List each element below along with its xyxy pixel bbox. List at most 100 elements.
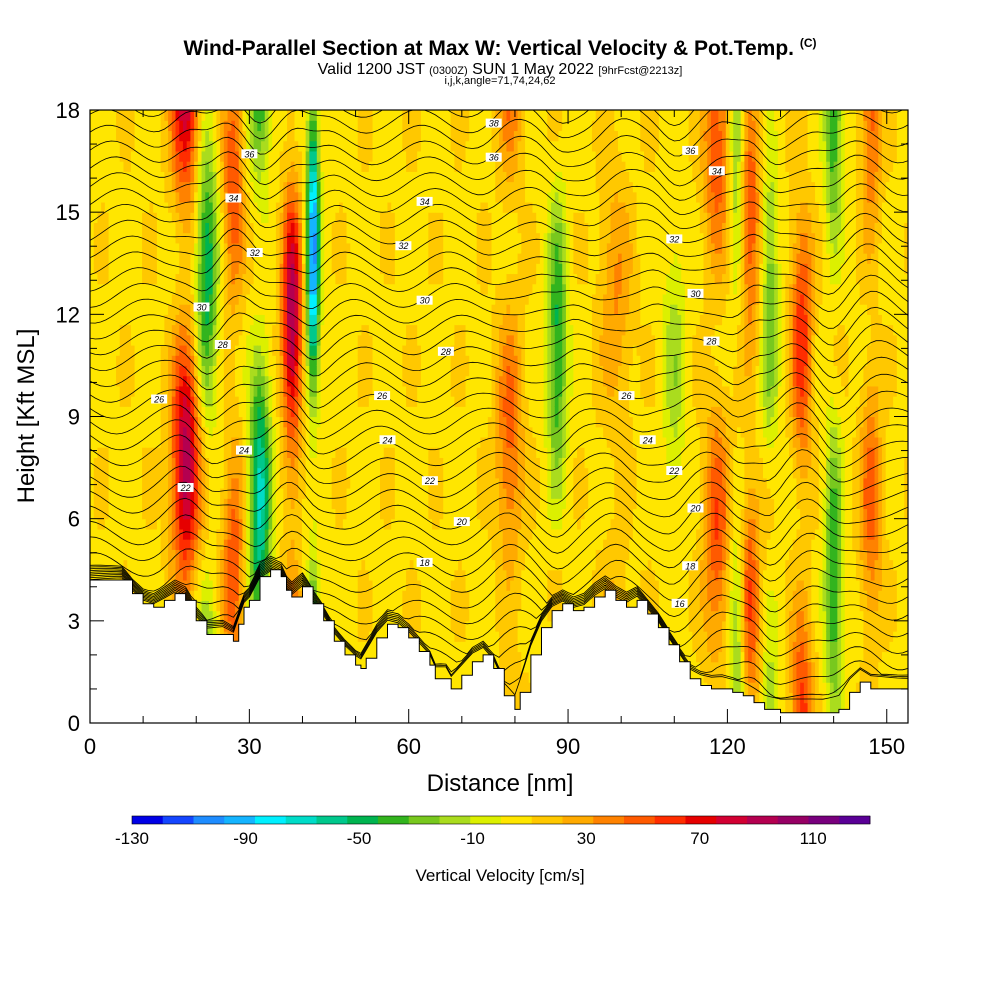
velocity-cell bbox=[249, 590, 255, 601]
velocity-cell bbox=[208, 416, 214, 428]
velocity-cell bbox=[335, 447, 340, 458]
velocity-cell bbox=[116, 508, 121, 520]
velocity-cell bbox=[156, 600, 162, 612]
velocity-cell bbox=[294, 181, 299, 193]
velocity-cell bbox=[264, 324, 270, 336]
velocity-cell bbox=[138, 161, 143, 172]
velocity-cell bbox=[93, 375, 99, 387]
velocity-cell bbox=[346, 283, 351, 295]
velocity-cell bbox=[175, 579, 180, 591]
velocity-cell bbox=[112, 488, 117, 499]
velocity-cell bbox=[261, 385, 266, 397]
velocity-cell bbox=[93, 110, 99, 121]
velocity-cell bbox=[380, 426, 385, 438]
velocity-cell bbox=[346, 549, 351, 561]
velocity-cell bbox=[186, 528, 191, 540]
velocity-cell bbox=[134, 447, 139, 458]
velocity-cell bbox=[134, 528, 139, 540]
velocity-cell bbox=[387, 355, 392, 367]
velocity-cell bbox=[101, 334, 106, 346]
velocity-cell bbox=[249, 528, 255, 540]
velocity-cell bbox=[309, 579, 314, 591]
velocity-cell bbox=[130, 212, 136, 223]
velocity-cell bbox=[249, 447, 255, 458]
velocity-cell bbox=[275, 457, 281, 469]
velocity-cell bbox=[391, 242, 396, 254]
velocity-cell bbox=[216, 396, 221, 407]
velocity-cell bbox=[324, 334, 329, 346]
velocity-cell bbox=[116, 130, 121, 142]
velocity-cell bbox=[238, 467, 244, 479]
velocity-cell bbox=[272, 447, 277, 458]
velocity-cell bbox=[182, 140, 188, 152]
velocity-cell bbox=[357, 120, 363, 132]
velocity-cell bbox=[208, 171, 214, 183]
velocity-cell bbox=[327, 488, 333, 499]
velocity-cell bbox=[153, 498, 158, 510]
velocity-cell bbox=[238, 344, 244, 356]
velocity-cell bbox=[365, 579, 370, 591]
velocity-cell bbox=[112, 222, 117, 234]
velocity-cell bbox=[290, 232, 296, 244]
velocity-cell bbox=[365, 161, 370, 172]
velocity-cell bbox=[272, 181, 277, 193]
velocity-cell bbox=[264, 334, 270, 346]
velocity-cell bbox=[101, 181, 106, 193]
velocity-cell bbox=[383, 559, 389, 571]
velocity-cell bbox=[346, 396, 351, 407]
velocity-cell bbox=[156, 518, 162, 530]
velocity-cell bbox=[108, 161, 113, 172]
velocity-cell bbox=[301, 477, 307, 489]
velocity-cell bbox=[138, 559, 143, 571]
velocity-cell bbox=[108, 212, 113, 223]
velocity-cell bbox=[235, 559, 240, 571]
velocity-cell bbox=[361, 447, 366, 458]
velocity-cell bbox=[309, 416, 314, 428]
velocity-cell bbox=[290, 590, 296, 601]
velocity-cell bbox=[272, 191, 277, 203]
velocity-cell bbox=[235, 508, 240, 520]
velocity-cell bbox=[242, 304, 247, 315]
velocity-cell bbox=[97, 508, 102, 520]
velocity-cell bbox=[309, 436, 314, 448]
velocity-cell bbox=[339, 242, 344, 254]
velocity-cell bbox=[268, 253, 273, 264]
velocity-cell bbox=[93, 273, 99, 285]
velocity-cell bbox=[145, 549, 151, 561]
velocity-cell bbox=[97, 120, 102, 132]
velocity-cell bbox=[261, 416, 266, 428]
velocity-cell bbox=[142, 232, 147, 244]
velocity-cell bbox=[305, 467, 310, 479]
velocity-cell bbox=[197, 539, 203, 550]
velocity-cell bbox=[353, 130, 359, 142]
velocity-cell bbox=[268, 283, 273, 295]
velocity-cell bbox=[223, 416, 229, 428]
velocity-cell bbox=[153, 304, 158, 315]
velocity-cell bbox=[145, 140, 151, 152]
velocity-cell bbox=[279, 201, 284, 213]
velocity-cell bbox=[290, 201, 296, 213]
velocity-cell bbox=[387, 539, 392, 550]
velocity-cell bbox=[134, 212, 139, 223]
velocity-cell bbox=[316, 130, 322, 142]
velocity-cell bbox=[223, 120, 229, 132]
velocity-cell bbox=[346, 488, 351, 499]
velocity-cell bbox=[142, 467, 147, 479]
velocity-cell bbox=[116, 171, 121, 183]
velocity-cell bbox=[316, 569, 322, 581]
velocity-cell bbox=[223, 293, 229, 305]
velocity-cell bbox=[283, 283, 288, 295]
velocity-cell bbox=[387, 447, 392, 458]
velocity-cell bbox=[190, 110, 195, 121]
velocity-cell bbox=[279, 385, 284, 397]
velocity-cell bbox=[138, 365, 143, 377]
velocity-cell bbox=[171, 110, 177, 121]
velocity-cell bbox=[90, 355, 95, 367]
velocity-cell bbox=[156, 498, 162, 510]
velocity-cell bbox=[368, 201, 374, 213]
velocity-cell bbox=[216, 406, 221, 418]
velocity-cell bbox=[220, 110, 225, 121]
velocity-cell bbox=[249, 212, 255, 223]
velocity-cell bbox=[212, 130, 218, 142]
velocity-cell bbox=[227, 498, 232, 510]
